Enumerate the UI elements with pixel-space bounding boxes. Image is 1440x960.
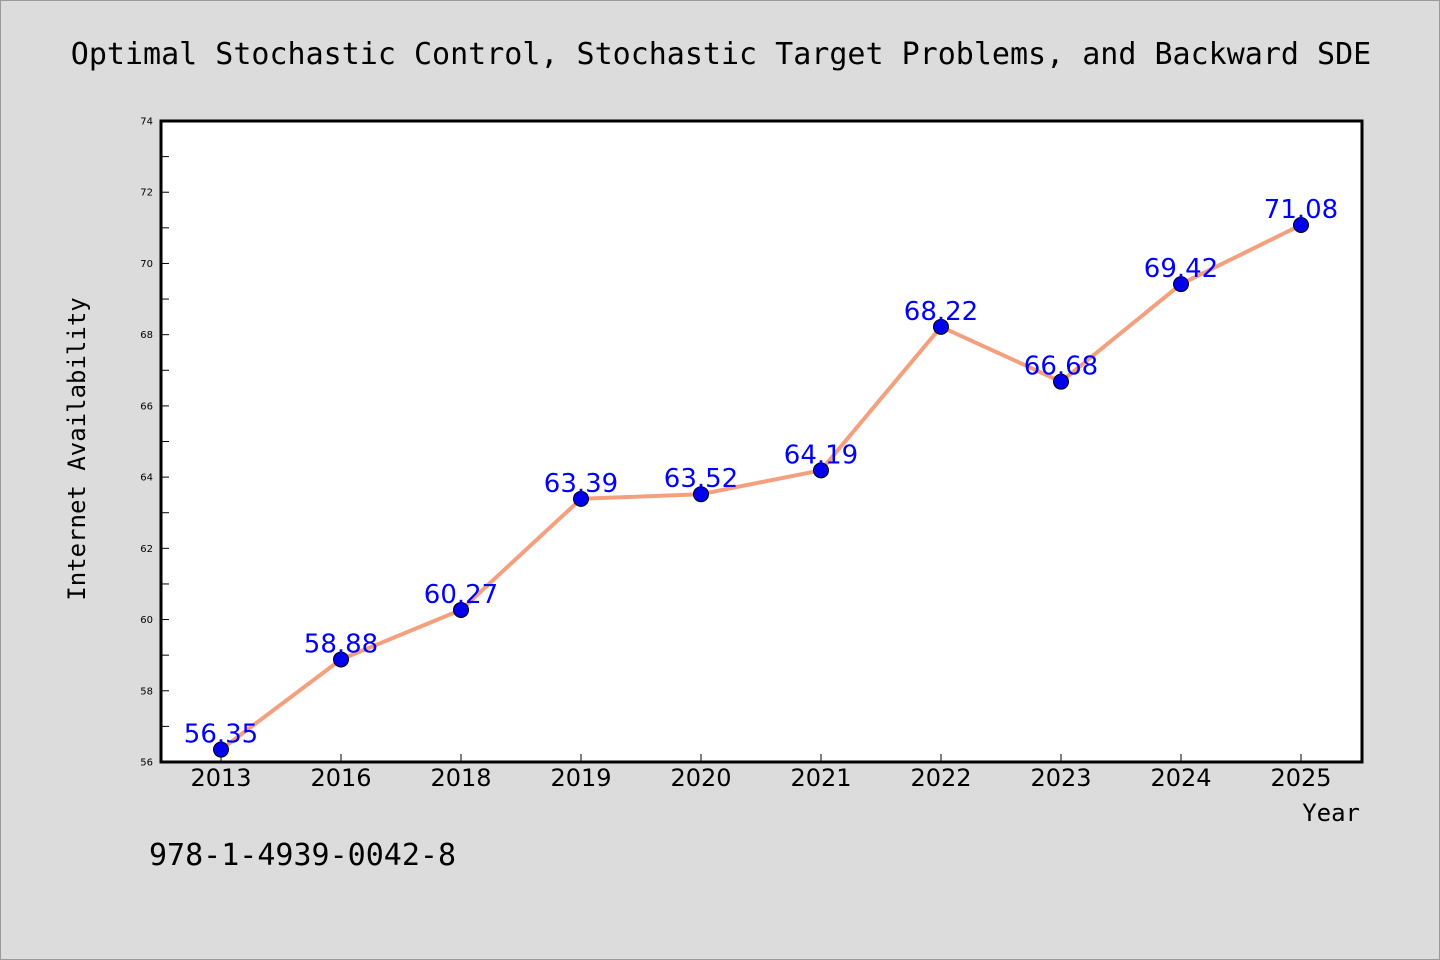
x-tick-label: 2020 [670, 764, 731, 792]
data-point [333, 651, 349, 668]
x-tick-label: 2025 [1270, 764, 1331, 792]
data-label: 58.88 [304, 629, 378, 659]
x-tick-label: 2016 [310, 764, 371, 792]
x-tick-label: 2023 [1030, 764, 1091, 792]
x-tick-label: 2022 [910, 764, 971, 792]
data-point [573, 490, 589, 507]
y-tick-label: 66 [140, 401, 153, 412]
x-tick-label: 2019 [550, 764, 611, 792]
y-tick-label: 62 [140, 544, 153, 555]
data-label: 66.68 [1024, 352, 1098, 382]
chart-title: Optimal Stochastic Control, Stochastic T… [71, 37, 1371, 72]
data-point [1173, 276, 1189, 293]
data-label: 71.08 [1264, 195, 1338, 225]
data-point [1293, 216, 1309, 233]
data-label: 69.42 [1144, 254, 1218, 284]
y-tick-label: 70 [140, 259, 153, 270]
x-axis-label: Year [1302, 799, 1360, 827]
data-point [933, 318, 949, 335]
y-tick-label: 74 [140, 117, 153, 128]
data-label: 56.35 [184, 720, 258, 750]
y-tick-label: 58 [140, 686, 153, 697]
x-tick-label: 2013 [190, 764, 251, 792]
y-axis-label: Internet Availability [63, 297, 91, 600]
data-label: 63.52 [664, 464, 738, 494]
series-group: 56.35 58.88 60.27 63.39 63.52 64.19 68.22 66.68… [184, 195, 1338, 758]
data-point [1053, 373, 1069, 390]
plot-area [159, 119, 1364, 764]
data-point [693, 486, 709, 503]
y-tick-label: 64 [140, 473, 153, 484]
x-tick-label: 2021 [790, 764, 851, 792]
data-label: 64.19 [784, 440, 858, 470]
x-tick-label: 2018 [430, 764, 491, 792]
series-line [219, 223, 1303, 752]
data-point [213, 741, 229, 758]
isbn-footer: 978-1-4939-0042-8 [149, 838, 456, 873]
y-tick-label: 56 [140, 758, 153, 769]
data-label: 60.27 [424, 580, 498, 610]
x-tick-label: 2024 [1150, 764, 1211, 792]
x-axis-ticks: 2013 2016 2018 2019 2020 2021 2022 2023 2024 2025 [190, 754, 1332, 792]
data-label: 63.39 [544, 469, 618, 499]
y-tick-label: 68 [140, 330, 153, 341]
y-tick-label: 60 [140, 615, 153, 626]
y-tick-label: 72 [140, 188, 153, 199]
y-axis-ticks: 56 58 60 62 64 66 68 70 72 74 [140, 117, 169, 769]
data-point [813, 462, 829, 479]
data-label: 68.22 [904, 297, 978, 327]
data-point [453, 601, 469, 618]
